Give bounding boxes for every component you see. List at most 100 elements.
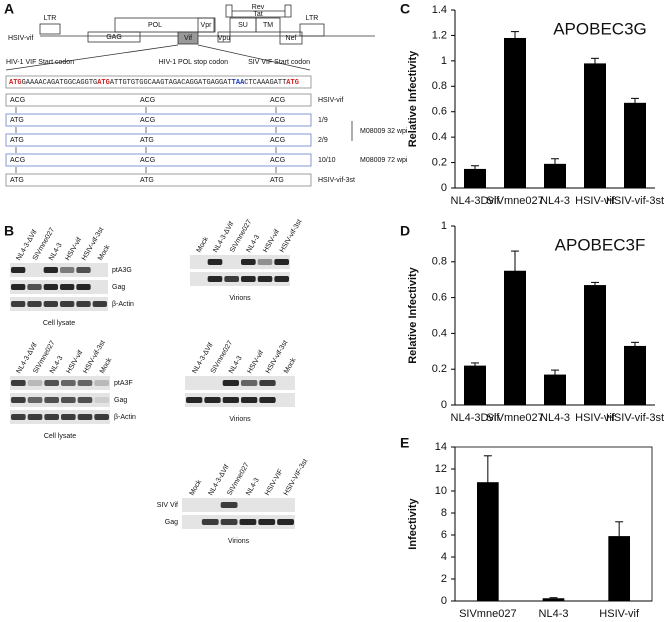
band: [94, 397, 109, 403]
sequence-part: TAA: [232, 79, 245, 87]
band: [77, 397, 93, 403]
y-tick-label: 10: [435, 485, 447, 497]
band: [76, 284, 91, 290]
gene-label: Nef: [286, 35, 297, 42]
band: [241, 380, 258, 386]
row-label: ptA3F: [114, 380, 133, 387]
bar: [608, 536, 631, 601]
codon: ACG: [140, 117, 155, 124]
band: [76, 301, 91, 307]
blot-strip: [10, 376, 110, 390]
lane-label: Mock: [99, 357, 114, 375]
lane-label: Mock: [196, 236, 211, 254]
y-tick-label: 1: [441, 220, 447, 232]
codon: ACG: [270, 137, 285, 144]
band: [11, 284, 26, 290]
band: [11, 267, 26, 273]
lane-label: HSIV-VIF-3st: [283, 458, 310, 497]
y-axis-label: Relative Infectivity: [407, 266, 419, 363]
blot-strip: [10, 297, 108, 311]
codon-box: [5, 113, 312, 127]
band: [186, 397, 203, 403]
blot-caption: Virions: [229, 295, 251, 302]
chart-title: APOBEC3G: [553, 19, 647, 38]
band: [61, 380, 76, 386]
band: [27, 284, 42, 290]
sample-label: M08009 32 wpi: [360, 128, 408, 135]
blot-strip: [10, 263, 108, 277]
band: [27, 414, 43, 420]
construct-label: HSIV-vif: [8, 35, 33, 42]
band: [241, 276, 256, 282]
x-tick-label: SIVmne027: [486, 412, 543, 424]
codon-label: HIV-1 POL stop codon: [159, 59, 228, 66]
band: [257, 259, 273, 265]
panel-label: A: [4, 1, 14, 17]
panel-label: B: [4, 223, 14, 239]
band: [94, 380, 109, 386]
band: [11, 397, 26, 403]
band: [274, 259, 289, 265]
bar: [464, 168, 486, 188]
bar: [544, 374, 566, 405]
x-tick-label: SIVmne027: [459, 608, 516, 620]
band: [220, 502, 238, 508]
band: [220, 519, 238, 525]
band: [44, 380, 59, 386]
band: [44, 414, 59, 420]
band: [27, 397, 43, 403]
lane-label: Mock: [189, 479, 204, 497]
y-tick-label: 0.6: [432, 106, 447, 118]
sequence-part: ATG: [286, 79, 299, 87]
y-tick-label: 0: [441, 182, 447, 194]
blot-strip: [10, 410, 110, 424]
band: [77, 414, 93, 420]
band: [207, 259, 223, 265]
band: [43, 301, 58, 307]
x-tick-label: NL4-3: [539, 608, 569, 620]
bar: [624, 102, 646, 188]
y-tick-label: 1: [441, 55, 447, 67]
blot-strip: [185, 376, 295, 390]
x-tick-label: NL4-3: [540, 195, 570, 207]
x-tick-label: HSIV-vif: [599, 608, 640, 620]
band: [94, 414, 109, 420]
gene-label: Vpu: [218, 35, 231, 42]
band: [60, 284, 75, 290]
blot-strip: [10, 393, 110, 407]
codon-box: [5, 133, 312, 147]
band: [11, 380, 26, 386]
codon: ATG: [270, 177, 284, 184]
sequence: ATGGAAAACAGATGGCAGGTGATGATTGTGTGGCAAGTAG…: [9, 79, 299, 87]
gene-label: SU: [238, 22, 248, 29]
y-tick-label: 4: [441, 551, 447, 563]
row-label: Gag: [112, 284, 125, 291]
sequence-part: ATTGTGTGGCAAGTAGACAGGATGAGGAT: [110, 79, 232, 87]
bar: [504, 270, 526, 405]
row-label: HSIV-vif-3st: [318, 177, 355, 184]
band: [61, 397, 76, 403]
gene-label: LTR: [44, 15, 57, 22]
codon: ATG: [10, 137, 24, 144]
y-tick-label: 0.2: [432, 363, 447, 375]
x-tick-label: HSIV-vif-3st: [606, 412, 664, 424]
row-label: 2/9: [318, 137, 328, 144]
band: [11, 301, 26, 307]
blot-strip: [190, 255, 290, 269]
x-tick-label: HSIV-vif-3st: [606, 195, 664, 207]
bar: [542, 598, 565, 601]
x-tick-label: HSIV-vif: [575, 412, 616, 424]
y-tick-label: 0.8: [432, 256, 447, 268]
gene-label: TM: [263, 22, 273, 29]
band: [92, 301, 107, 307]
band: [224, 276, 239, 282]
band: [43, 267, 58, 273]
band: [43, 284, 58, 290]
codon: ATG: [140, 137, 154, 144]
x-tick-label: NL4-3: [540, 412, 570, 424]
band: [44, 397, 59, 403]
band: [60, 267, 75, 273]
y-tick-label: 0.4: [432, 131, 447, 143]
codon: ACG: [270, 157, 285, 164]
lane-label: Mock: [283, 357, 298, 375]
